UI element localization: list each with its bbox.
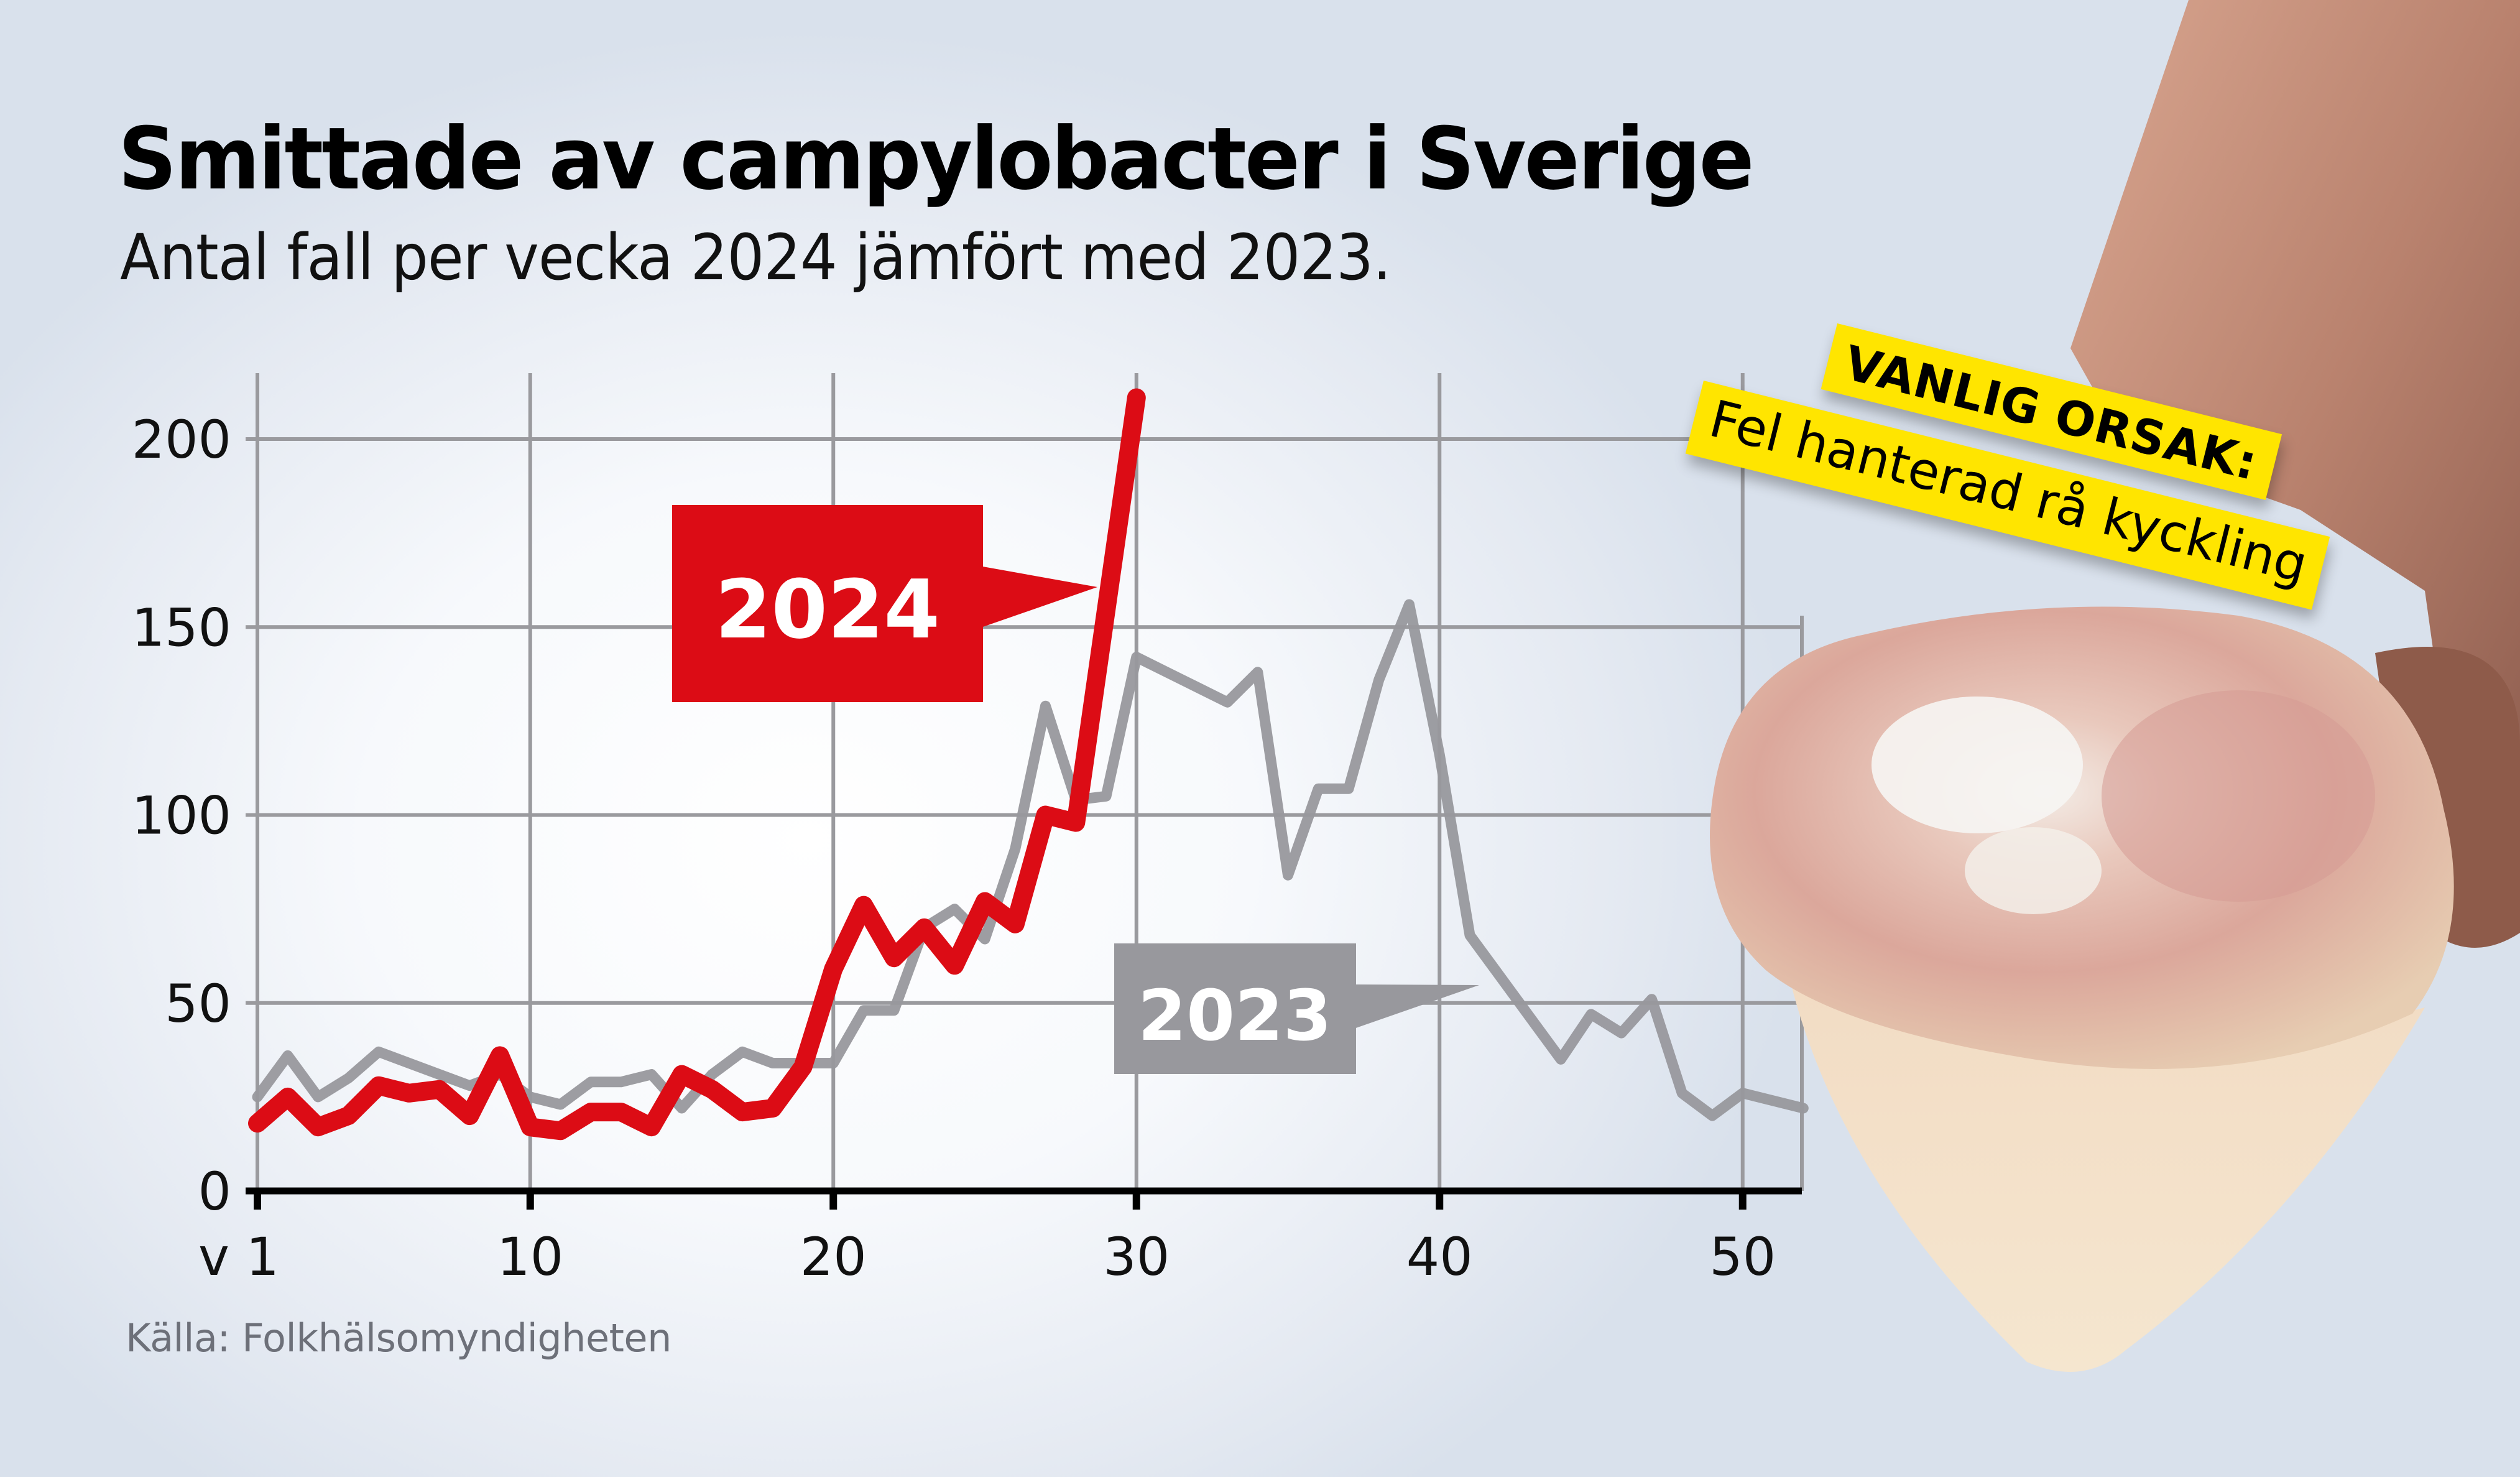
series-lines	[248, 388, 1809, 1141]
y-tick-label: 200	[132, 409, 231, 470]
x-axis: v 1 10 20 30 40 50	[198, 1187, 1802, 1287]
x-tick-label: 20	[800, 1226, 867, 1287]
x-tick-label: v 1	[198, 1226, 279, 1287]
y-tick-label: 0	[198, 1161, 231, 1222]
label-2024-box	[672, 505, 983, 702]
y-tick-label: 100	[132, 785, 231, 846]
label-2023-text: 2023	[1138, 976, 1332, 1057]
label-2024-pointer	[979, 566, 1097, 628]
label-2024-text: 2024	[715, 562, 940, 657]
chart-subtitle: Antal fall per vecka 2024 jämfört med 20…	[120, 221, 1392, 295]
series-2024-line	[248, 388, 1146, 1141]
gridlines	[246, 373, 1804, 1191]
label-2023-pointer	[1352, 984, 1479, 1029]
y-tick-label: 50	[165, 973, 231, 1034]
chart-title: Smittade av campylobacter i Sverige	[118, 109, 1755, 209]
y-axis-ticks: 0 50 100 150 200	[132, 409, 231, 1222]
series-labels: 2024 2023	[672, 505, 1479, 1074]
x-tick-label: 40	[1406, 1226, 1473, 1287]
source-note: Källa: Folkhälsomyndigheten	[126, 1315, 672, 1361]
x-tick-label: 50	[1709, 1226, 1776, 1287]
x-tick-label: 10	[497, 1226, 563, 1287]
y-tick-label: 150	[132, 597, 231, 658]
label-2023-box	[1114, 943, 1356, 1074]
x-tick-label: 30	[1103, 1226, 1170, 1287]
